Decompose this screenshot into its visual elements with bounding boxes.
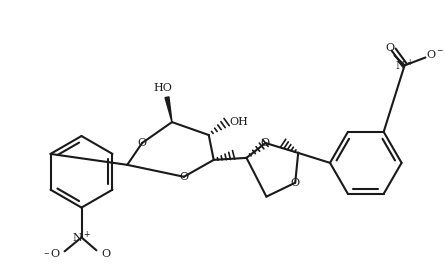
Text: OH: OH (229, 117, 248, 127)
Polygon shape (165, 97, 172, 122)
Text: HO: HO (154, 83, 173, 93)
Text: O: O (385, 43, 394, 53)
Text: $^-$: $^-$ (41, 252, 50, 261)
Text: O$^-$: O$^-$ (426, 48, 445, 60)
Text: O: O (50, 249, 59, 259)
Text: O: O (261, 138, 270, 148)
Text: O: O (179, 172, 188, 182)
Text: N$^+$: N$^+$ (72, 230, 91, 245)
Text: O: O (102, 249, 111, 259)
Text: N$^+$: N$^+$ (395, 58, 414, 73)
Text: O: O (291, 178, 300, 188)
Text: O: O (138, 138, 147, 148)
